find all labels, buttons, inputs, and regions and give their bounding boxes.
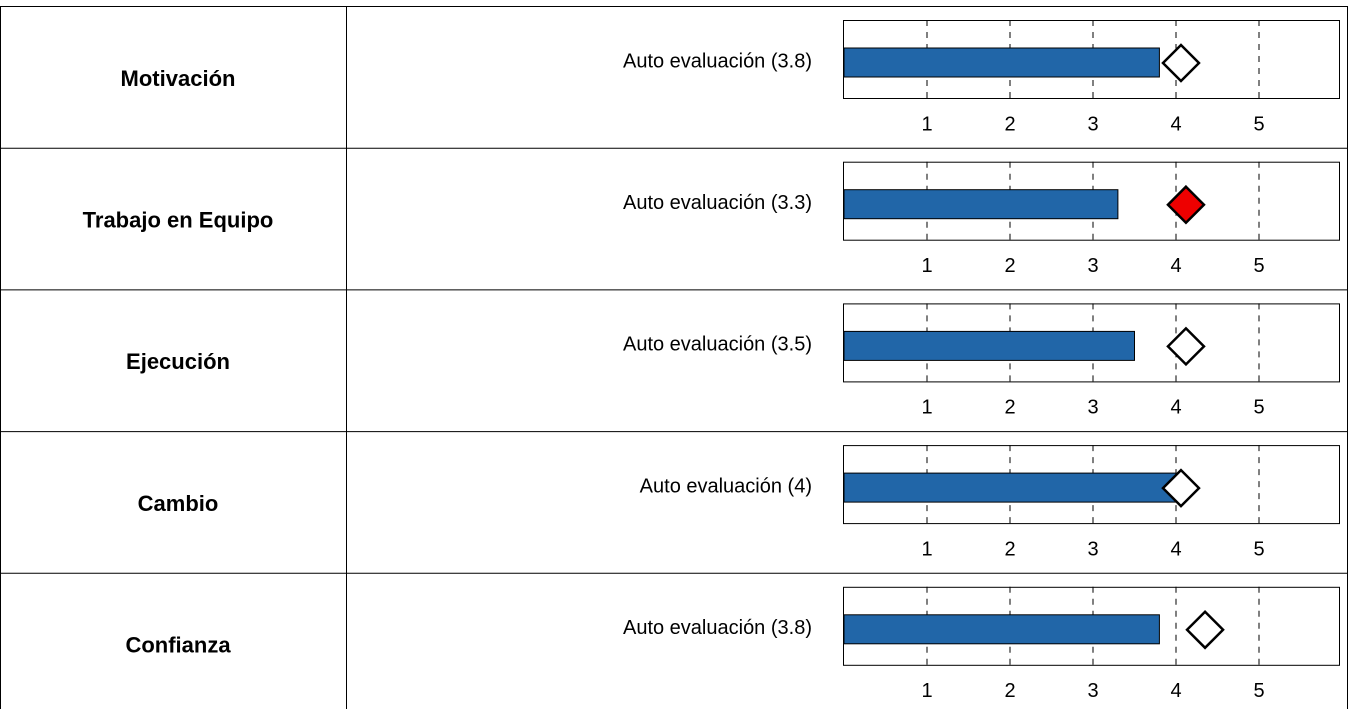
x-tick-label: 2 — [1004, 255, 1015, 277]
bar — [843, 472, 1177, 503]
row-name: Ejecución — [126, 349, 230, 374]
x-tick-label: 3 — [1087, 538, 1098, 560]
x-tick-label: 1 — [921, 255, 932, 277]
x-tick-label: 1 — [921, 538, 932, 560]
row-name: Trabajo en Equipo — [83, 208, 274, 233]
bar — [843, 614, 1160, 645]
x-tick-label: 3 — [1087, 680, 1098, 702]
x-tick-label: 1 — [921, 397, 932, 419]
bar — [843, 330, 1135, 361]
bar — [843, 47, 1160, 78]
x-tick-label: 4 — [1170, 680, 1181, 702]
x-tick-label: 5 — [1253, 680, 1264, 702]
x-tick-label: 3 — [1087, 255, 1098, 277]
row-name: Cambio — [138, 491, 219, 516]
marker — [1161, 43, 1201, 83]
x-tick-label: 2 — [1004, 113, 1015, 135]
x-tick-label: 2 — [1004, 538, 1015, 560]
x-tick-label: 2 — [1004, 680, 1015, 702]
x-tick-label: 4 — [1170, 397, 1181, 419]
row-name: Motivación — [121, 66, 236, 91]
x-tick-label: 4 — [1170, 255, 1181, 277]
x-tick-label: 3 — [1087, 113, 1098, 135]
x-tick-label: 5 — [1253, 255, 1264, 277]
marker — [1166, 184, 1206, 225]
x-tick-label: 1 — [921, 113, 932, 135]
x-tick-label: 3 — [1087, 397, 1098, 419]
marker — [1161, 468, 1201, 508]
marker — [1166, 326, 1206, 367]
x-tick-label: 4 — [1170, 538, 1181, 560]
x-tick-label: 1 — [921, 680, 932, 702]
x-tick-label: 5 — [1253, 538, 1264, 560]
bar-label: Auto evaluación (3.8) — [623, 50, 812, 72]
x-tick-label: 4 — [1170, 113, 1181, 135]
bar-label: Auto evaluación (4) — [640, 475, 812, 497]
x-tick-label: 2 — [1004, 397, 1015, 419]
x-tick-label: 5 — [1253, 113, 1264, 135]
bar-label: Auto evaluación (3.3) — [623, 192, 812, 214]
x-tick-label: 5 — [1253, 397, 1264, 419]
row-name: Confianza — [125, 633, 231, 658]
marker — [1185, 610, 1225, 650]
bar-label: Auto evaluación (3.8) — [623, 617, 812, 639]
bar — [843, 189, 1119, 220]
bar-label: Auto evaluación (3.5) — [623, 334, 812, 356]
